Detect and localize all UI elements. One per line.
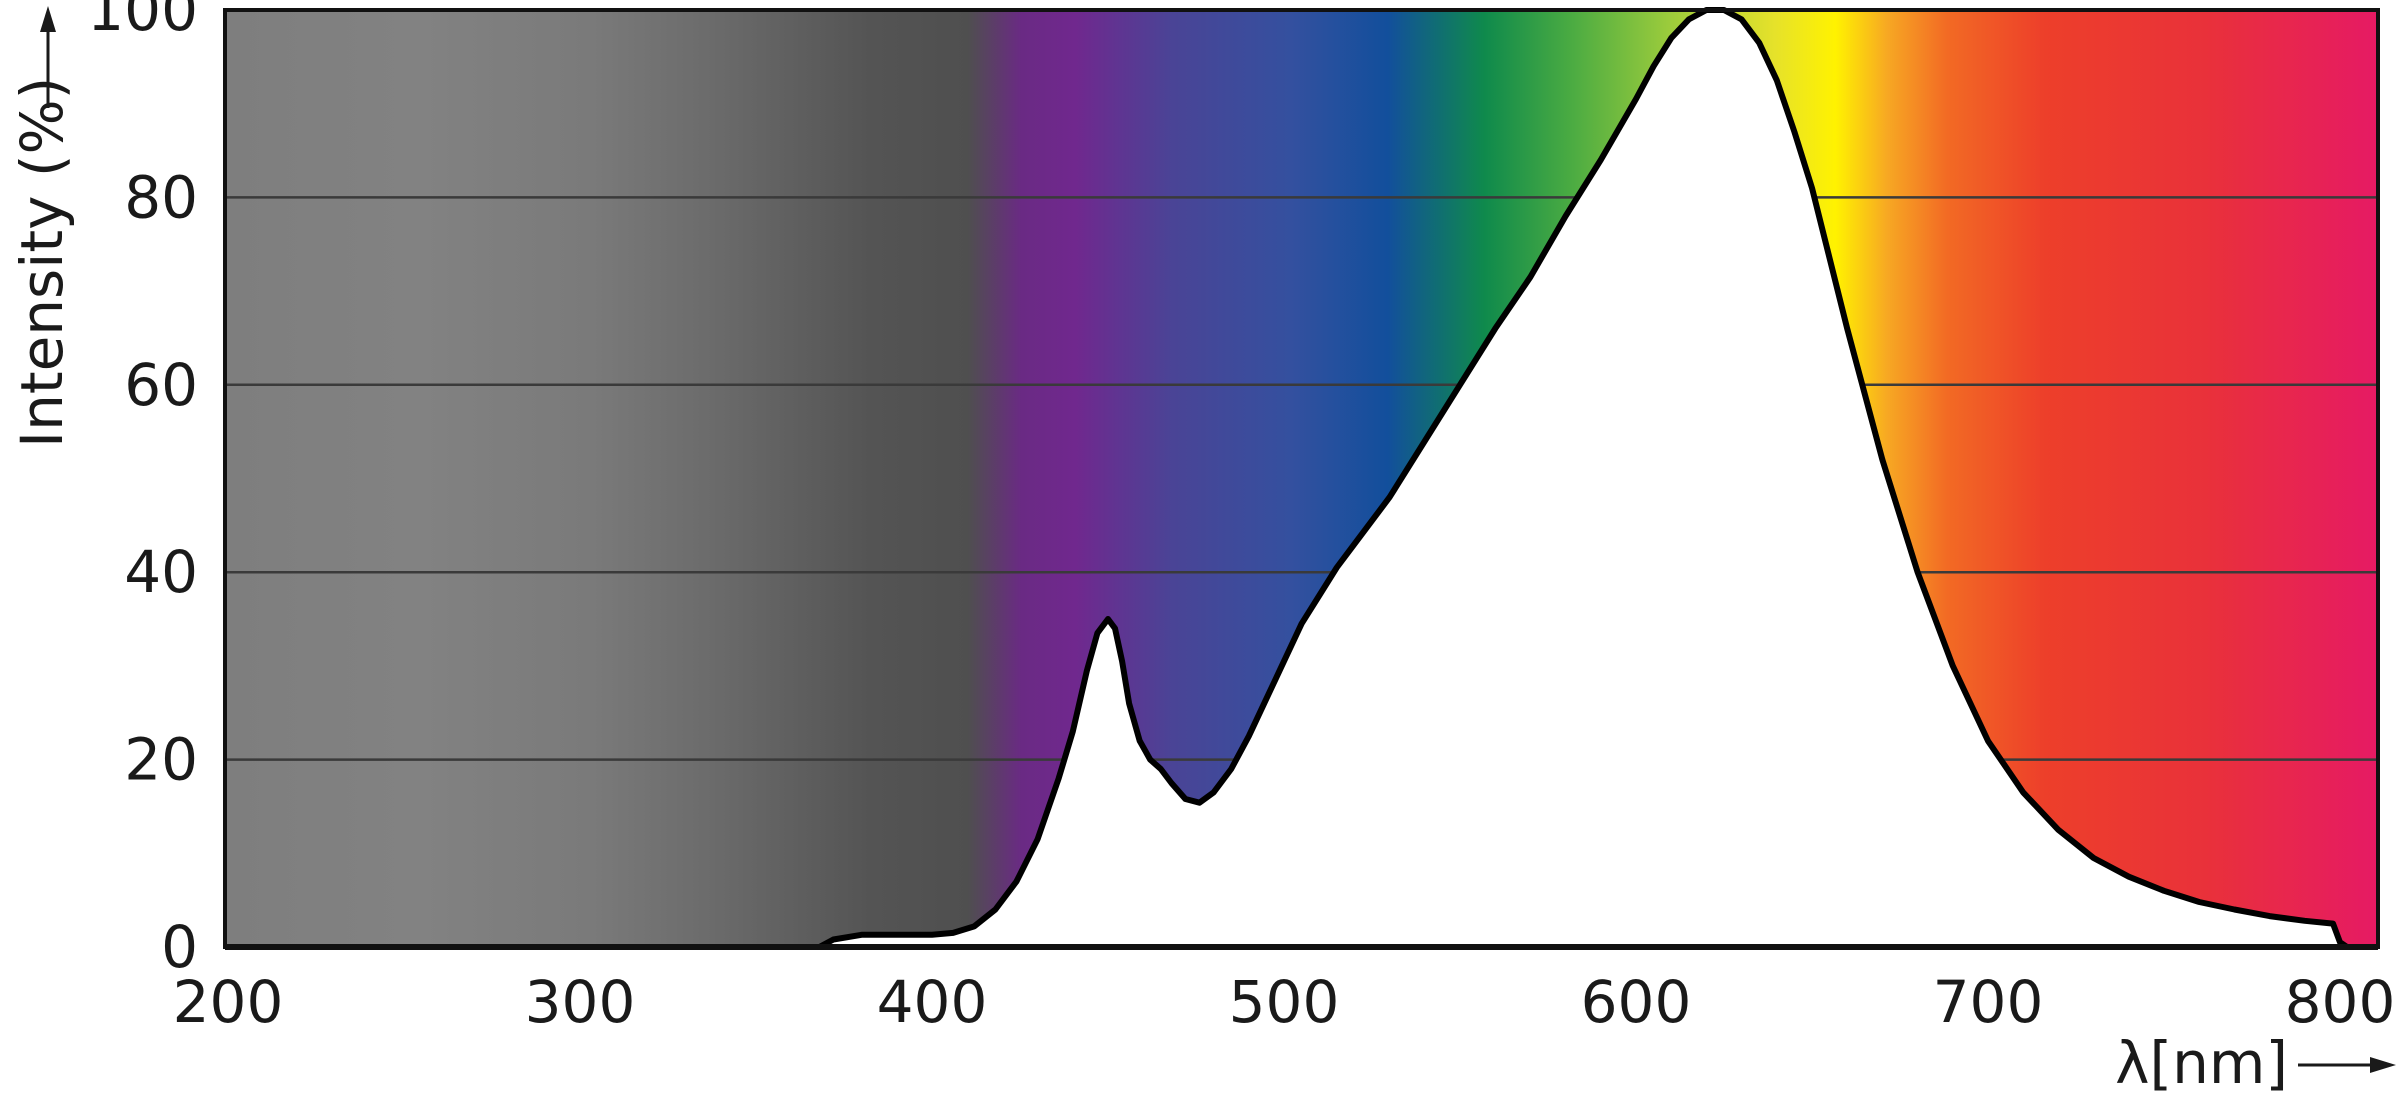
x-tick-label: 500 — [1229, 968, 1340, 1036]
y-tick-label: 0 — [161, 913, 198, 981]
y-axis-arrow-icon — [40, 6, 56, 108]
x-tick-labels: 200 300 400 500 600 700 800 — [173, 968, 2396, 1036]
y-axis-title: Intensity (%) — [8, 77, 76, 448]
x-axis-arrow-icon — [2298, 1057, 2396, 1073]
y-tick-label: 80 — [124, 163, 198, 231]
gridlines — [225, 196, 2378, 761]
y-tick-label: 60 — [124, 351, 198, 419]
x-axis-title: λ[nm] — [2115, 1029, 2288, 1097]
y-tick-label: 40 — [124, 538, 198, 606]
x-tick-label: 600 — [1581, 968, 1692, 1036]
x-tick-label: 700 — [1933, 968, 2044, 1036]
x-tick-label: 400 — [877, 968, 988, 1036]
y-tick-labels: 0 20 40 60 80 100 — [87, 0, 198, 981]
x-tick-label: 800 — [2285, 968, 2396, 1036]
emission-spectrum-line — [817, 7, 2349, 950]
x-tick-label: 300 — [525, 968, 636, 1036]
emission-spectrum-area — [819, 10, 2347, 947]
y-tick-label: 20 — [124, 726, 198, 794]
x-tick-label: 200 — [173, 968, 284, 1036]
y-tick-label: 100 — [87, 0, 198, 44]
